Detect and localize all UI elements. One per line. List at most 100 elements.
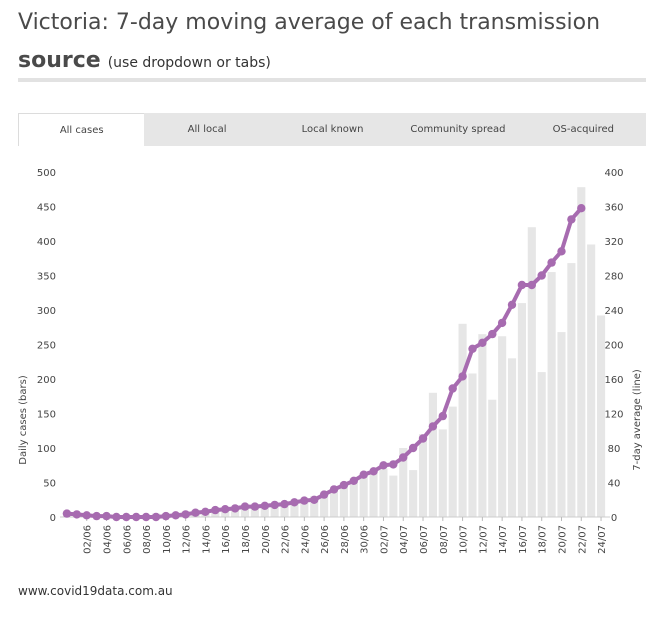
x-tick-label: 02/07	[379, 525, 390, 554]
x-tick-label: 10/07	[459, 525, 470, 554]
tab-os-acquired[interactable]: OS-acquired	[552, 124, 614, 135]
x-tick-label: 26/06	[320, 525, 331, 554]
average-point	[319, 490, 329, 499]
daily-case-bar	[517, 303, 526, 517]
x-tick-label: 30/06	[360, 525, 371, 554]
daily-case-bar	[547, 272, 556, 517]
daily-case-bar	[428, 392, 437, 517]
tab-bar: All cases All local Local known Communit…	[18, 113, 646, 146]
right-tick-label: 360	[604, 203, 623, 214]
average-point	[260, 501, 269, 510]
average-point	[399, 453, 408, 462]
average-point	[577, 204, 586, 213]
x-tick-label: 18/06	[241, 525, 252, 554]
x-tick-label: 24/07	[597, 525, 608, 554]
x-tick-label: 12/06	[182, 525, 193, 554]
average-point	[240, 502, 250, 511]
left-tick-label: 250	[37, 341, 56, 352]
average-point	[161, 511, 171, 521]
daily-case-bar	[359, 476, 368, 517]
average-point	[507, 300, 517, 309]
average-point	[497, 318, 507, 328]
average-point	[230, 504, 240, 513]
average-point	[310, 495, 319, 504]
daily-case-bar	[498, 336, 507, 517]
x-tick-label: 14/07	[498, 525, 509, 554]
average-point	[151, 512, 161, 522]
daily-case-bar	[240, 506, 250, 517]
average-point	[329, 485, 339, 494]
left-tick-label: 50	[43, 479, 56, 490]
average-point	[201, 507, 210, 516]
average-point	[191, 508, 200, 517]
right-tick-label: 320	[604, 237, 623, 248]
right-axis: 0 40 80 120 160 200 240 280 320 360 400	[604, 168, 623, 524]
tab-community-spread[interactable]: Community spread	[410, 124, 506, 135]
right-tick-label: 240	[604, 306, 623, 317]
left-tick-label: 300	[37, 306, 56, 317]
daily-case-bar	[270, 506, 279, 517]
daily-case-bar	[478, 334, 487, 517]
average-point	[250, 502, 260, 511]
source-url: www.covid19data.com.au	[18, 584, 173, 598]
chart-title: Victoria: 7-day moving average of each t…	[18, 4, 618, 82]
daily-case-bar	[537, 372, 546, 517]
average-point	[300, 496, 309, 505]
title-word: source	[18, 48, 101, 73]
tab-all-cases[interactable]: All cases	[18, 113, 145, 146]
average-point	[517, 280, 527, 290]
daily-case-bar	[527, 227, 536, 517]
average-point	[171, 511, 180, 520]
daily-case-bar	[369, 472, 378, 517]
average-point	[369, 467, 378, 476]
daily-case-bar	[339, 482, 348, 517]
right-tick-label: 40	[608, 479, 621, 490]
title-main: Victoria: 7-day moving average of each t…	[18, 10, 601, 35]
daily-case-bar	[320, 494, 329, 517]
left-tick-label: 450	[37, 203, 56, 214]
x-tick-label: 02/06	[83, 525, 94, 554]
combo-chart: 0 50 100 150 200 250 300 350 400 450 500 0 40 80 120 1…	[18, 168, 643, 554]
x-tick-label: 28/06	[340, 525, 351, 554]
x-tick-label: 06/06	[122, 525, 133, 554]
left-tick-label: 350	[37, 272, 56, 283]
x-tick-label: 14/06	[201, 525, 212, 554]
average-point	[438, 411, 447, 421]
average-point	[349, 476, 358, 485]
left-tick-label: 150	[37, 410, 56, 421]
x-tick-label: 16/06	[221, 525, 232, 554]
average-point	[221, 505, 230, 514]
x-axis: 02/06 04/06 06/06 08/06 10/06 12/06 14/06 16/06…	[83, 517, 608, 554]
average-point	[141, 512, 151, 522]
average-point	[290, 498, 299, 507]
daily-case-bar	[458, 323, 467, 517]
daily-case-bar	[399, 448, 408, 517]
tab-local-known[interactable]: Local known	[301, 124, 364, 135]
daily-case-bar	[379, 468, 388, 517]
average-point	[379, 461, 388, 470]
left-tick-label: 100	[37, 444, 56, 455]
daily-case-bar	[557, 332, 566, 517]
x-tick-label: 24/06	[300, 525, 311, 554]
x-tick-label: 20/07	[557, 525, 568, 554]
daily-case-bar	[468, 373, 477, 517]
average-point	[132, 512, 141, 522]
right-tick-label: 400	[604, 168, 623, 179]
average-point	[122, 512, 131, 522]
average-point	[92, 511, 101, 521]
average-point	[537, 271, 546, 280]
average-point	[62, 509, 72, 518]
line-series	[62, 204, 586, 522]
daily-case-bar	[438, 429, 447, 517]
daily-case-bar	[488, 399, 497, 517]
daily-case-bar	[418, 434, 428, 517]
daily-case-bar	[596, 315, 606, 517]
average-point	[468, 344, 477, 353]
daily-case-bar	[507, 358, 517, 517]
x-tick-label: 12/07	[478, 525, 489, 554]
daily-case-bar	[577, 187, 586, 517]
x-tick-label: 16/07	[518, 525, 529, 554]
tab-all-local[interactable]: All local	[187, 124, 227, 135]
average-point	[389, 460, 398, 469]
daily-case-bar	[310, 496, 319, 517]
